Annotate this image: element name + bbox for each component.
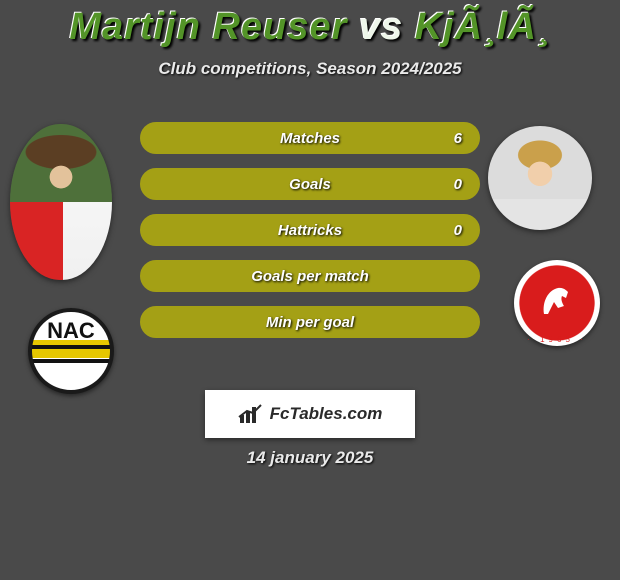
brand-text: FcTables.com bbox=[270, 404, 383, 424]
stat-value-right: 6 bbox=[438, 124, 478, 152]
stat-label: Matches bbox=[142, 124, 478, 152]
title-player2: KjÃ¸lÃ¸ bbox=[415, 6, 551, 48]
player2-club-badge bbox=[514, 260, 600, 346]
player1-avatar bbox=[10, 124, 112, 280]
stat-label: Min per goal bbox=[142, 308, 478, 336]
stat-value-right: 0 bbox=[438, 170, 478, 198]
stat-value-right: 0 bbox=[438, 216, 478, 244]
title-vs: vs bbox=[359, 6, 403, 48]
stat-row-goals: Goals 0 bbox=[140, 168, 480, 200]
datestamp: 14 january 2025 bbox=[0, 448, 620, 468]
stat-label: Hattricks bbox=[142, 216, 478, 244]
stat-row-hattricks: Hattricks 0 bbox=[140, 214, 480, 246]
stat-value-right bbox=[446, 308, 478, 336]
stats-container: Matches 6 Goals 0 Hattricks 0 Goals per … bbox=[140, 122, 480, 352]
subtitle: Club competitions, Season 2024/2025 bbox=[0, 59, 620, 79]
title-player1: Martijn Reuser bbox=[69, 6, 347, 48]
stat-label: Goals bbox=[142, 170, 478, 198]
stat-row-goals-per-match: Goals per match bbox=[140, 260, 480, 292]
stat-row-matches: Matches 6 bbox=[140, 122, 480, 154]
stat-value-right bbox=[446, 262, 478, 290]
stat-row-min-per-goal: Min per goal bbox=[140, 306, 480, 338]
page-title: Martijn Reuser vs KjÃ¸lÃ¸ bbox=[0, 0, 620, 49]
stat-label: Goals per match bbox=[142, 262, 478, 290]
player2-avatar bbox=[488, 126, 592, 230]
player1-club-badge bbox=[28, 308, 114, 394]
brand-plate: FcTables.com bbox=[205, 390, 415, 438]
bar-chart-icon bbox=[238, 403, 264, 425]
horse-icon bbox=[534, 278, 580, 324]
